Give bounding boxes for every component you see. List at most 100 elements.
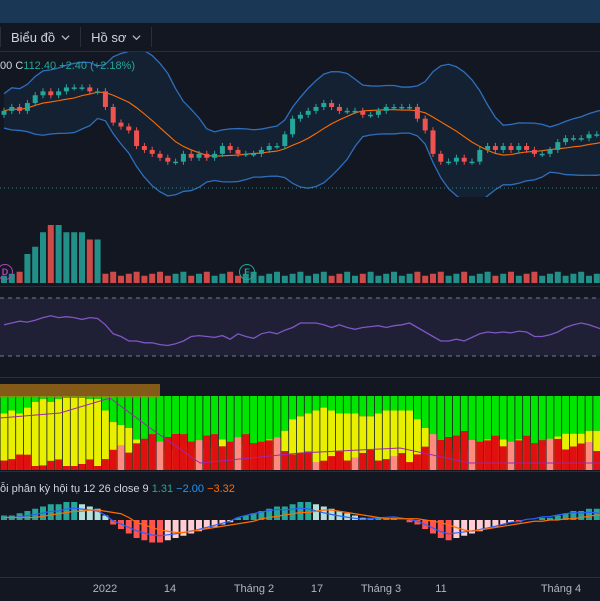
heat-cell-green: [289, 396, 297, 420]
heat-cell-green: [257, 396, 265, 443]
heat-cell-yellow: [343, 413, 351, 470]
heat-cell-green: [476, 396, 484, 443]
volume-bar: [8, 273, 15, 283]
heat-cell-yellow: [0, 413, 8, 470]
heat-cell-red: [593, 451, 600, 470]
macd-hist-bar: [469, 520, 475, 534]
heat-cell-red: [140, 438, 148, 470]
heat-cell-red: [78, 464, 86, 470]
heat-cell-green: [562, 396, 570, 434]
candle-body: [243, 153, 249, 156]
volume-bar: [422, 275, 429, 283]
candle-body: [500, 146, 506, 150]
heat-cell-green: [390, 396, 398, 411]
volume-bar: [554, 271, 561, 283]
heat-cell-yellow: [62, 398, 70, 470]
macd-hist-bar: [297, 502, 304, 520]
heat-cell-red: [507, 441, 515, 470]
heat-cell-green: [406, 396, 414, 411]
candle-body: [594, 134, 600, 136]
heat-cell-red: [94, 466, 102, 470]
heat-cell-yellow: [406, 410, 414, 470]
candle-body: [188, 153, 194, 158]
macd-hist-bar: [484, 520, 491, 529]
heatmap-indicator-chart[interactable]: [0, 378, 600, 470]
heat-cell-yellow: [101, 410, 109, 470]
macd-hist-bar: [593, 508, 600, 520]
time-axis[interactable]: 2022 14 Tháng 2 17 Tháng 3 11 Tháng 4: [0, 577, 600, 601]
heat-cell-red: [55, 459, 63, 470]
volume-bar: [430, 273, 436, 283]
heat-cell-red: [211, 434, 219, 470]
macd-chart[interactable]: [0, 472, 600, 577]
macd-hist-bar: [258, 511, 265, 520]
candle-body: [383, 106, 389, 111]
macd-hist-bar: [281, 506, 288, 520]
macd-hist-bar: [406, 520, 413, 523]
volume-bar: [133, 271, 140, 283]
heat-cell-green: [343, 396, 351, 414]
volume-bar: [367, 271, 374, 283]
profile-menu-label: Hồ sơ: [91, 29, 127, 45]
candle-body: [407, 106, 413, 109]
candle-body: [539, 153, 545, 156]
heat-cell-yellow: [39, 398, 47, 470]
heat-cell-yellow: [289, 419, 297, 470]
heat-cell-red: [320, 460, 328, 470]
volume-bar: [274, 271, 280, 283]
macd-hist-bar: [242, 515, 249, 520]
heat-cell-red: [390, 456, 398, 470]
candle-body: [524, 146, 530, 150]
time-tick: Tháng 3: [360, 583, 402, 595]
chart-menu-button[interactable]: Biểu đồ: [1, 23, 80, 51]
pane-divider[interactable]: [0, 471, 600, 472]
pane-divider[interactable]: [0, 286, 600, 287]
heat-cell-red: [39, 465, 47, 470]
heat-cell-yellow: [374, 413, 382, 470]
toolbar-divider: [80, 27, 82, 47]
volume-bar: [266, 273, 273, 283]
candle-body: [305, 110, 311, 115]
pane-divider[interactable]: [0, 377, 600, 378]
macd-hist-bar: [188, 520, 195, 534]
heat-cell-green: [250, 396, 258, 446]
heat-cell-red: [62, 466, 70, 470]
heat-cell-green: [546, 396, 554, 443]
macd-hist-bar: [149, 520, 156, 543]
profile-menu-button[interactable]: Hồ sơ: [81, 23, 151, 51]
price-chart[interactable]: [0, 52, 600, 197]
volume-bar: [79, 232, 85, 283]
macd-hist-bar: [55, 504, 62, 520]
volume-chart[interactable]: [0, 197, 600, 285]
candle-body: [48, 91, 54, 96]
heat-cell-yellow: [125, 427, 133, 470]
heat-cell-yellow: [55, 398, 63, 470]
volume-bar: [250, 271, 257, 283]
macd-legend: ỗi phân kỳ hội tụ 12 26 close 9 1.31 −2.…: [0, 483, 235, 495]
volume-bar: [297, 271, 304, 283]
heat-cell-green: [312, 396, 320, 411]
candle-body: [368, 114, 374, 117]
heat-cell-green: [148, 396, 156, 446]
heat-cell-red: [335, 451, 343, 470]
candle-body: [336, 106, 342, 111]
volume-bar: [157, 271, 163, 283]
candle-body: [17, 106, 23, 111]
volume-event-badge[interactable]: F: [239, 264, 255, 280]
macd-hist-bar: [570, 511, 577, 520]
time-tick: Tháng 2: [233, 583, 275, 595]
heat-cell-red: [289, 454, 297, 470]
macd-hist-bar: [102, 515, 109, 520]
volume-bar: [47, 225, 54, 283]
macd-hist-bar: [266, 508, 273, 520]
chevron-down-icon: [132, 34, 141, 40]
candle-body: [9, 106, 15, 111]
heat-cell-red: [429, 434, 437, 470]
volume-bar: [398, 275, 405, 283]
rsi-chart[interactable]: [0, 287, 600, 377]
heat-cell-red: [367, 449, 375, 470]
heat-cell-green: [304, 396, 312, 414]
volume-bar: [476, 273, 483, 283]
volume-event-badge[interactable]: D: [0, 264, 13, 280]
candle-body: [485, 146, 491, 150]
